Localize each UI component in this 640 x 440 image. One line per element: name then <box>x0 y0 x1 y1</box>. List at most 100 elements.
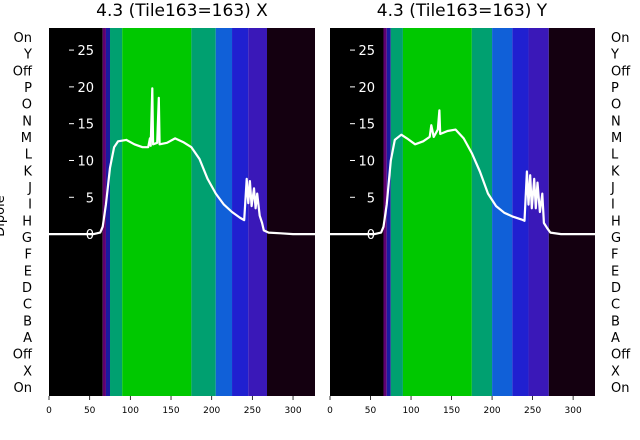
panel-x-title: 4.3 (Tile163=163) X <box>96 1 268 21</box>
panel-y-overlay <box>330 109 595 236</box>
heatmap-band <box>548 28 595 396</box>
heatmap-band <box>471 28 493 396</box>
x-tick-label: 50 <box>365 406 377 416</box>
x-tick-label: 150 <box>162 406 179 416</box>
x-tick-label: 300 <box>565 406 582 416</box>
heatmap-band <box>122 28 192 396</box>
x-tick-label: 50 <box>84 406 96 416</box>
dipole-label: O <box>22 98 32 113</box>
x-tick-label: 200 <box>483 406 500 416</box>
heatmap-band <box>267 28 315 396</box>
dipole-label: J <box>27 181 32 196</box>
dipole-label: Y <box>610 48 619 63</box>
overlay-tick-label: 25 <box>77 44 94 59</box>
dipole-label: K <box>611 164 620 179</box>
dipole-label: D <box>611 281 621 296</box>
panel-y-overlay-ticks: 0 5 10 15 20 25 <box>350 44 375 243</box>
panel-y: 4.3 (Tile163=163) Y OnYOffPONMLKJIHGFEDC… <box>327 1 631 416</box>
dipole-label: O <box>611 98 621 113</box>
panel-y-title: 4.3 (Tile163=163) Y <box>377 1 548 21</box>
panel-x-x-ticks: 0 50 100 150 200 250 300 <box>46 396 302 416</box>
overlay-tick-label: 15 <box>77 118 94 133</box>
dipole-label: M <box>21 131 32 146</box>
dipole-label: P <box>24 81 32 96</box>
dipole-label: Y <box>23 48 32 63</box>
heatmap-band <box>402 28 472 396</box>
dipole-label: C <box>23 298 32 313</box>
dipole-label: H <box>22 214 32 229</box>
heatmap-band <box>105 28 111 396</box>
dipole-label: F <box>25 248 32 263</box>
dipole-label: I <box>611 198 615 213</box>
overlay-tick-label: 20 <box>358 81 375 96</box>
overlay-tick-label: 10 <box>77 154 94 169</box>
dipole-label: F <box>611 248 618 263</box>
overlay-tick-label: 10 <box>358 154 375 169</box>
heatmap-band <box>191 28 216 396</box>
x-tick-label: 200 <box>203 406 220 416</box>
dipole-label: P <box>611 81 619 96</box>
overlay-tick-label: 25 <box>358 44 375 59</box>
heatmap-band <box>386 28 391 396</box>
dipole-label: Off <box>611 348 631 363</box>
panel-x-overlay-ticks: 0 5 10 15 20 25 <box>69 44 94 243</box>
dipole-label: Off <box>13 64 33 79</box>
dipole-label: X <box>23 364 32 379</box>
heatmap-band <box>215 28 233 396</box>
dipole-label: On <box>611 381 629 396</box>
x-tick-label: 100 <box>402 406 419 416</box>
overlay-line <box>49 87 315 236</box>
x-tick-label: 250 <box>244 406 261 416</box>
dipole-label: Off <box>13 348 33 363</box>
x-tick-label: 0 <box>327 406 333 416</box>
x-tick-label: 250 <box>524 406 541 416</box>
dipole-label: On <box>611 31 629 46</box>
dipole-label: A <box>611 331 620 346</box>
x-tick-label: 150 <box>443 406 460 416</box>
heatmap-band <box>110 28 123 396</box>
x-tick-label: 100 <box>122 406 139 416</box>
heatmap-band <box>248 28 268 396</box>
overlay-line <box>330 109 595 236</box>
dipole-label: N <box>611 114 621 129</box>
heatmap-band <box>330 28 384 396</box>
overlay-tick-label: 0 <box>367 228 375 243</box>
panel-x-heatmap <box>49 28 315 396</box>
dipole-label: N <box>22 114 32 129</box>
dipole-label: G <box>22 231 32 246</box>
dipole-label: X <box>611 364 620 379</box>
dipole-label: B <box>611 314 620 329</box>
dipole-label: E <box>24 264 32 279</box>
panel-y-heatmap <box>330 28 595 396</box>
dipole-label: L <box>25 148 33 163</box>
x-tick-label: 300 <box>284 406 301 416</box>
dipole-label: On <box>14 31 32 46</box>
dipole-label: J <box>610 181 615 196</box>
panel-x-ylabel: Dipole <box>0 195 8 236</box>
heatmap-band <box>232 28 249 396</box>
heatmap-band <box>528 28 549 396</box>
dipole-label: I <box>28 198 32 213</box>
overlay-tick-label: 5 <box>86 191 94 206</box>
overlay-tick-label: 15 <box>358 118 375 133</box>
panel-x: 4.3 (Tile163=163) X Dipole OnYOffPONMLKJ… <box>0 1 315 416</box>
dipole-label: A <box>23 331 32 346</box>
dipole-label: G <box>611 231 621 246</box>
dipole-label: C <box>611 298 620 313</box>
dipole-label: M <box>611 131 622 146</box>
x-tick-label: 0 <box>46 406 52 416</box>
overlay-tick-label: 5 <box>367 191 375 206</box>
panel-y-x-ticks: 0 50 100 150 200 250 300 <box>327 396 582 416</box>
panel-x-overlay <box>49 87 315 236</box>
dipole-label: L <box>611 148 619 163</box>
dipole-label: B <box>23 314 32 329</box>
dipole-label: E <box>611 264 619 279</box>
dipole-label: K <box>23 164 32 179</box>
dipole-label: Off <box>611 64 631 79</box>
dipole-label: D <box>22 281 32 296</box>
heatmap-band <box>49 28 103 396</box>
overlay-tick-label: 0 <box>86 228 94 243</box>
